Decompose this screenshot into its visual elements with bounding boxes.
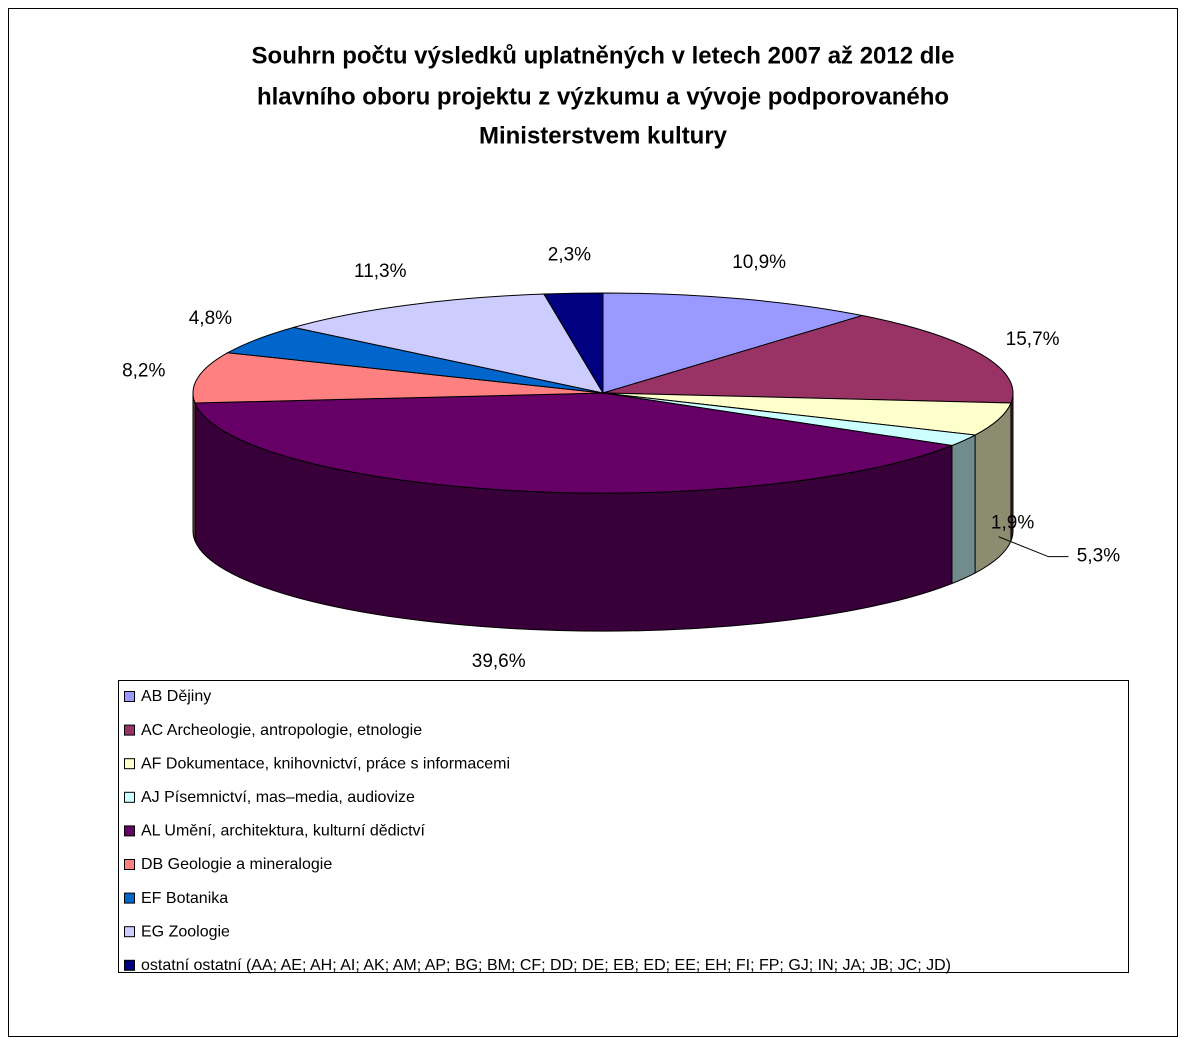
data-label: 39,6% [472,651,526,672]
data-label: 1,9% [991,513,1034,534]
pie-side [951,434,976,585]
legend-swatch [124,892,135,904]
pie-slice [293,293,605,394]
legend-swatch [124,758,135,770]
legend-swatch [124,959,135,971]
legend-swatch [124,926,135,938]
data-label: 2,3% [548,244,591,265]
pie: 10,9% 15,7% 5,3% 1,9% 39,6% 8,2% 4,8% 11,3% 2,3% [122,244,1120,672]
pie-side [192,392,196,542]
legend-label: ostatní ostatní (AA; AE; AH; AI; AK; AM;… [141,957,951,974]
legend-label: EF Botanika [141,890,228,907]
legend-swatch [124,859,135,870]
data-label: 15,7% [1006,329,1060,350]
data-label: 4,8% [189,308,232,329]
legend-box [118,680,1129,973]
legend-swatch [124,825,135,837]
pie-slice [192,352,604,404]
legend-swatch [124,691,135,702]
chart-title: Souhrn počtu výsledků uplatněných v lete… [252,42,955,69]
legend-label: AB Dějiny [141,688,211,705]
leader-line [998,536,1069,558]
pie-slice [602,315,1014,404]
data-label: 5,3% [1077,546,1120,567]
legend-swatch [124,791,135,803]
data-label: 10,9% [732,252,786,273]
pie-slice [543,292,604,395]
data-label: 11,3% [354,261,407,282]
legend-label: AF Dokumentace, knihovnictví, práce s in… [141,755,510,772]
legend-label: AJ Písemnictví, mas–media, audiovize [141,789,415,806]
legend-label: AC Archeologie, antropologie, etnologie [141,722,422,739]
data-label: 8,2% [122,360,165,381]
pie-slice [602,292,863,394]
legend-label: DB Geologie a mineralogie [141,856,332,873]
chart-title: hlavního oboru projektu z výzkumu a vývo… [257,83,949,110]
pie-slice [602,392,1012,436]
legend: AB Dějiny AC Archeologie, antropologie, e… [124,688,951,974]
chart-title: Ministerstvem kultury [479,122,728,149]
legend-swatch [124,724,135,736]
pie-slice [194,392,954,494]
legend-label: AL Umění, architektura, kulturní dědictv… [141,823,426,840]
legend-label: EG Zoologie [141,923,230,940]
